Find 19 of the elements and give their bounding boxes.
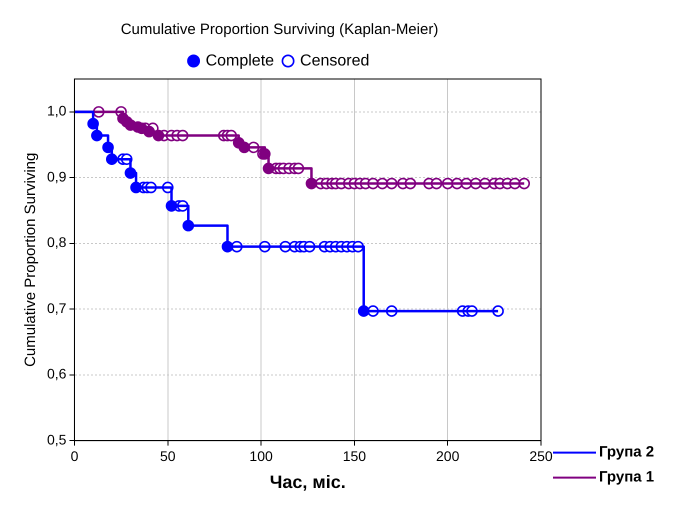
y-tick-label: 0,6 <box>46 366 67 382</box>
legend-label: Complete <box>206 52 274 70</box>
y-axis-title: Cumulative Proportion Surviving <box>22 152 40 367</box>
legend-label: Група 1 <box>599 468 654 486</box>
x-tick-label: 200 <box>436 448 460 464</box>
legend-label: Censored <box>300 52 370 70</box>
x-tick-label: 100 <box>249 448 273 464</box>
x-tick-label: 150 <box>342 448 366 464</box>
y-tick-label: 0,9 <box>46 168 67 184</box>
x-tick-label: 50 <box>160 448 176 464</box>
y-tick-label: 0,5 <box>46 431 67 448</box>
y-tick-label: 0,7 <box>46 300 67 316</box>
y-tick-label: 0,8 <box>46 234 67 250</box>
legend-label: Група 2 <box>599 444 654 461</box>
chart-title: Cumulative Proportion Surviving (Kaplan-Meier) <box>120 21 438 38</box>
x-tick-label: 250 <box>529 448 553 464</box>
x-tick-label: 0 <box>70 448 79 464</box>
x-axis-title: Час, міс. <box>270 472 346 492</box>
y-tick-label: 1,0 <box>46 102 67 119</box>
